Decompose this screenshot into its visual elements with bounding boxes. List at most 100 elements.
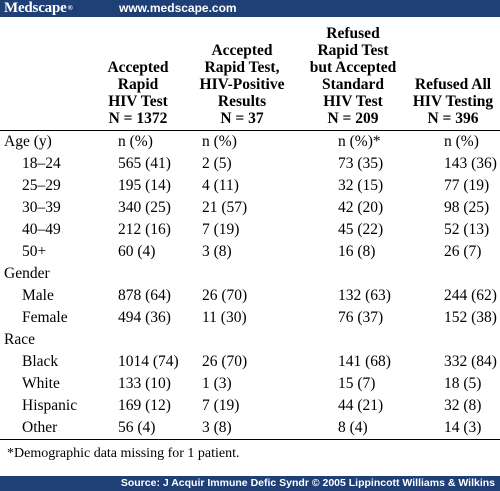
column-header-line: Refused All <box>414 75 492 93</box>
section-unit-cell: n (%)* <box>338 132 381 150</box>
table-cell: 52 (13) <box>444 220 490 238</box>
table-cell: 32 (8) <box>444 396 482 414</box>
header-bar: Medscape® www.medscape.com <box>0 0 500 17</box>
medscape-logo[interactable]: Medscape® <box>4 0 73 17</box>
table-row: Black 1014 (74) 26 (70) 141 (68) 332 (84) <box>0 351 500 373</box>
section-unit-cell <box>300 263 406 285</box>
row-label: 25–29 <box>22 176 61 194</box>
table-row: 25–29 195 (14) 4 (11) 32 (15) 77 (19) <box>0 175 500 197</box>
table-cell: 77 (19) <box>444 176 490 194</box>
column-header-line: Rapid Test <box>317 41 389 59</box>
table-cell: 340 (25) <box>118 198 171 216</box>
table-cell: 141 (68) <box>338 352 391 370</box>
table-cell: 16 (8) <box>338 242 376 260</box>
footnote-row: *Demographic data missing for 1 patient. <box>0 438 500 468</box>
column-header-2: Accepted Rapid Test, HIV-Positive Results N … <box>184 17 300 131</box>
demographics-table-container: Accepted Rapid HIV Test N = 1372 Accepted Ra… <box>0 17 500 468</box>
registered-mark: ® <box>67 4 73 12</box>
table-cell: 565 (41) <box>118 154 171 172</box>
table-cell: 73 (35) <box>338 154 384 172</box>
section-title: Age (y) <box>4 132 52 150</box>
column-header-line: N = 396 <box>427 109 479 127</box>
column-header-line: Rapid <box>117 75 159 93</box>
section-title: Race <box>4 330 35 348</box>
table-cell: 1 (3) <box>202 374 232 392</box>
table-cell: 21 (57) <box>202 198 248 216</box>
column-header-line: HIV-Positive <box>199 75 285 93</box>
table-body: Age (y) n (%) n (%) n (%)* n (%) 18–24 565 (41… <box>0 130 500 468</box>
column-header-line: HIV Test <box>323 92 383 110</box>
table-cell: 8 (4) <box>338 418 368 436</box>
table-cell: 7 (19) <box>202 396 240 414</box>
column-header-4: Refused All HIV Testing N = 396 <box>406 17 500 131</box>
section-unit-cell <box>184 329 300 351</box>
row-label: Black <box>22 352 59 370</box>
table-cell: 1014 (74) <box>118 352 179 370</box>
row-label: 40–49 <box>22 220 61 238</box>
table-cell: 11 (30) <box>202 308 247 326</box>
section-unit-cell <box>92 263 184 285</box>
row-label: White <box>22 374 60 392</box>
row-label: Female <box>22 308 68 326</box>
table-cell: 494 (36) <box>118 308 171 326</box>
section-header-row: Race <box>0 329 500 351</box>
column-header-line: HIV Testing <box>412 92 494 110</box>
table-cell: 132 (63) <box>338 286 391 304</box>
section-header-row: Age (y) n (%) n (%) n (%)* n (%) <box>0 130 500 153</box>
row-label: Male <box>22 286 54 304</box>
row-label: 30–39 <box>22 198 61 216</box>
column-header-line: Accepted <box>107 58 169 76</box>
column-header-line: Refused <box>326 24 380 42</box>
column-header-line: N = 1372 <box>108 109 168 127</box>
table-row: White 133 (10) 1 (3) 15 (7) 18 (5) <box>0 373 500 395</box>
table-cell: 18 (5) <box>444 374 482 392</box>
table-cell: 143 (36) <box>444 154 497 172</box>
table-cell: 169 (12) <box>118 396 171 414</box>
table-cell: 195 (14) <box>118 176 171 194</box>
source-bar: Source: J Acquir Immune Defic Syndr © 20… <box>0 476 500 491</box>
column-header-line: HIV Test <box>108 92 168 110</box>
column-header-line: Standard <box>321 75 385 93</box>
row-label: Hispanic <box>22 396 78 414</box>
row-label: 50+ <box>22 242 47 260</box>
footnote: *Demographic data missing for 1 patient. <box>0 438 500 468</box>
column-header-line: Accepted <box>211 41 273 59</box>
section-header-row: Gender <box>0 263 500 285</box>
table-cell: 332 (84) <box>444 352 497 370</box>
table-cell: 26 (70) <box>202 352 248 370</box>
table-cell: 98 (25) <box>444 198 490 216</box>
table-row: 18–24 565 (41) 2 (5) 73 (35) 143 (36) <box>0 153 500 175</box>
table-cell: 32 (15) <box>338 176 384 194</box>
table-cell: 3 (8) <box>202 242 232 260</box>
table-cell: 878 (64) <box>118 286 171 304</box>
section-unit-cell <box>406 263 500 285</box>
table-row: Other 56 (4) 3 (8) 8 (4) 14 (3) <box>0 417 500 440</box>
table-cell: 4 (11) <box>202 176 239 194</box>
column-header-line: N = 209 <box>327 109 379 127</box>
header-row: Accepted Rapid HIV Test N = 1372 Accepted Ra… <box>0 17 500 131</box>
table-cell: 152 (38) <box>444 308 497 326</box>
column-header-line: Results <box>217 92 267 110</box>
column-header-line: Rapid Test, <box>204 58 280 76</box>
table-cell: 76 (37) <box>338 308 384 326</box>
table-row: Hispanic 169 (12) 7 (19) 44 (21) 32 (8) <box>0 395 500 417</box>
table-cell: 45 (22) <box>338 220 384 238</box>
table-row: 40–49 212 (16) 7 (19) 45 (22) 52 (13) <box>0 219 500 241</box>
logo-text: Medscape <box>4 0 67 16</box>
corner-cell <box>0 17 92 131</box>
table-cell: 212 (16) <box>118 220 171 238</box>
table-row: Female 494 (36) 11 (30) 76 (37) 152 (38) <box>0 307 500 329</box>
section-unit-cell <box>92 329 184 351</box>
row-label: Other <box>22 418 58 436</box>
source-citation: Source: J Acquir Immune Defic Syndr © 20… <box>120 477 495 489</box>
table-cell: 133 (10) <box>118 374 171 392</box>
table-cell: 60 (4) <box>118 242 156 260</box>
table-cell: 2 (5) <box>202 154 232 172</box>
table-cell: 56 (4) <box>118 418 156 436</box>
site-url[interactable]: www.medscape.com <box>119 1 237 15</box>
table-row: 30–39 340 (25) 21 (57) 42 (20) 98 (25) <box>0 197 500 219</box>
table-cell: 244 (62) <box>444 286 497 304</box>
section-title: Gender <box>4 264 50 282</box>
table-cell: 44 (21) <box>338 396 384 414</box>
section-unit-cell <box>184 263 300 285</box>
